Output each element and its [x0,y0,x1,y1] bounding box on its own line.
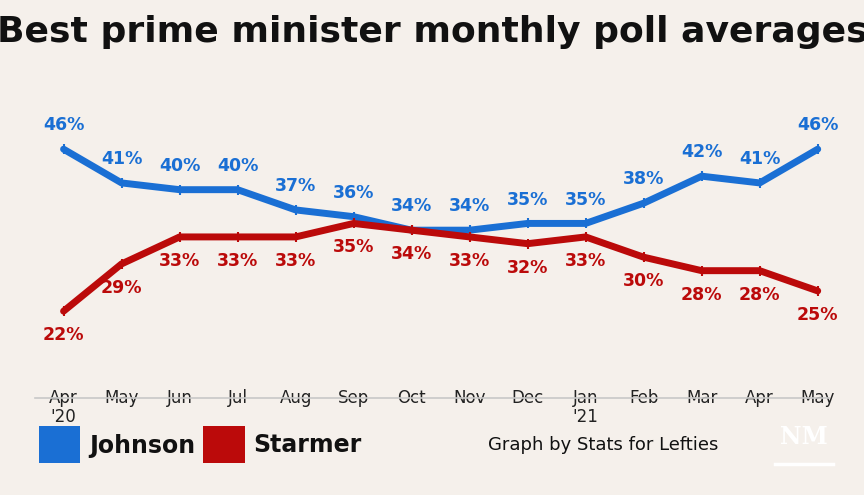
Text: 40%: 40% [217,157,258,175]
Text: 30%: 30% [623,272,664,290]
Text: 35%: 35% [507,191,549,208]
Text: 32%: 32% [507,258,549,277]
Text: NM: NM [780,425,828,448]
Text: 22%: 22% [43,326,85,344]
Text: 36%: 36% [333,184,374,202]
Text: 35%: 35% [333,238,374,256]
Text: 46%: 46% [797,116,838,134]
Text: 46%: 46% [43,116,85,134]
Text: 33%: 33% [565,252,607,270]
Text: 38%: 38% [623,170,664,188]
Text: 41%: 41% [101,150,143,168]
Text: Best prime minister monthly poll averages: Best prime minister monthly poll average… [0,15,864,49]
Text: 42%: 42% [681,144,722,161]
Text: Graph by Stats for Lefties: Graph by Stats for Lefties [488,437,719,454]
Text: 41%: 41% [739,150,780,168]
Text: 29%: 29% [101,279,143,297]
Text: 28%: 28% [739,286,780,303]
Text: 33%: 33% [159,252,200,270]
Text: 33%: 33% [449,252,490,270]
Text: 34%: 34% [391,198,432,215]
Text: 37%: 37% [275,177,316,195]
Text: 28%: 28% [681,286,722,303]
Text: 25%: 25% [797,306,838,324]
Text: 34%: 34% [449,198,490,215]
Text: 33%: 33% [217,252,258,270]
Text: 40%: 40% [159,157,200,175]
Text: Starmer: Starmer [253,434,361,457]
Text: 35%: 35% [565,191,607,208]
Text: 33%: 33% [275,252,316,270]
Text: 34%: 34% [391,245,432,263]
Text: Johnson: Johnson [89,434,195,457]
